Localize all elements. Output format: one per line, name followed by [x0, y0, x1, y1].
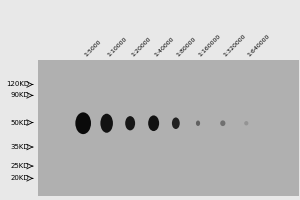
Ellipse shape [75, 112, 91, 134]
Text: 25KD: 25KD [11, 163, 29, 169]
Text: 1:40000: 1:40000 [154, 36, 175, 58]
Text: 1:5000: 1:5000 [83, 39, 102, 58]
Ellipse shape [148, 115, 159, 131]
Bar [38, 60, 298, 196]
Text: 1:80000: 1:80000 [176, 37, 197, 58]
Ellipse shape [172, 117, 180, 129]
Text: 90KD: 90KD [11, 92, 29, 98]
Ellipse shape [220, 120, 225, 126]
Text: 120KD: 120KD [6, 81, 29, 87]
Ellipse shape [125, 116, 135, 130]
Text: 20KD: 20KD [11, 175, 29, 181]
Text: 1:320000: 1:320000 [223, 34, 247, 58]
Text: 1:640000: 1:640000 [246, 34, 271, 58]
Ellipse shape [196, 121, 200, 126]
Text: 1:160000: 1:160000 [198, 34, 222, 58]
Ellipse shape [244, 121, 248, 125]
Text: 35KD: 35KD [11, 144, 29, 150]
Ellipse shape [100, 114, 113, 133]
Text: 1:10000: 1:10000 [107, 37, 128, 58]
Text: 1:20000: 1:20000 [130, 36, 152, 58]
Text: 50KD: 50KD [11, 120, 29, 126]
